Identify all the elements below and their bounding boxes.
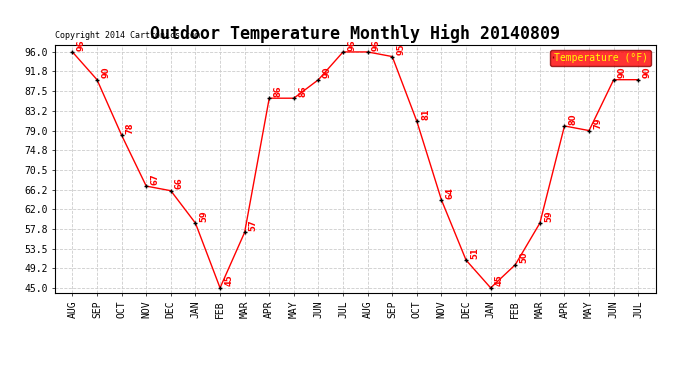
Title: Outdoor Temperature Monthly High 20140809: Outdoor Temperature Monthly High 2014080…	[150, 24, 560, 44]
Point	[288, 95, 299, 101]
Text: 57: 57	[249, 219, 258, 231]
Point	[362, 49, 373, 55]
Text: 96: 96	[347, 39, 356, 51]
Text: 96: 96	[372, 39, 381, 51]
Text: 90: 90	[323, 67, 332, 78]
Text: 86: 86	[298, 85, 307, 97]
Point	[239, 230, 250, 236]
Point	[559, 123, 570, 129]
Text: 86: 86	[273, 85, 282, 97]
Text: 45: 45	[224, 275, 233, 286]
Point	[584, 128, 595, 134]
Point	[337, 49, 348, 55]
Point	[485, 285, 496, 291]
Text: 80: 80	[569, 113, 578, 125]
Text: 81: 81	[421, 108, 430, 120]
Text: 96: 96	[77, 39, 86, 51]
Legend: Temperature (°F): Temperature (°F)	[550, 50, 651, 66]
Point	[411, 118, 422, 124]
Point	[386, 54, 397, 60]
Point	[141, 183, 152, 189]
Point	[436, 197, 447, 203]
Text: 90: 90	[618, 67, 627, 78]
Point	[460, 257, 471, 263]
Text: Copyright 2014 Cartronics.com: Copyright 2014 Cartronics.com	[55, 31, 200, 40]
Text: 64: 64	[446, 187, 455, 199]
Point	[534, 220, 545, 226]
Point	[633, 77, 644, 83]
Text: 51: 51	[470, 247, 480, 259]
Text: 67: 67	[150, 173, 159, 185]
Point	[313, 77, 324, 83]
Point	[67, 49, 78, 55]
Point	[215, 285, 226, 291]
Text: 66: 66	[175, 178, 184, 189]
Point	[166, 188, 177, 194]
Point	[116, 132, 127, 138]
Text: 50: 50	[520, 252, 529, 263]
Text: 95: 95	[397, 44, 406, 55]
Text: 59: 59	[199, 210, 208, 222]
Point	[510, 262, 521, 268]
Text: 59: 59	[544, 210, 553, 222]
Text: 79: 79	[593, 118, 602, 129]
Text: 45: 45	[495, 275, 504, 286]
Point	[264, 95, 275, 101]
Text: 90: 90	[101, 67, 110, 78]
Point	[190, 220, 201, 226]
Text: 78: 78	[126, 122, 135, 134]
Point	[92, 77, 103, 83]
Point	[608, 77, 619, 83]
Text: 90: 90	[642, 67, 651, 78]
